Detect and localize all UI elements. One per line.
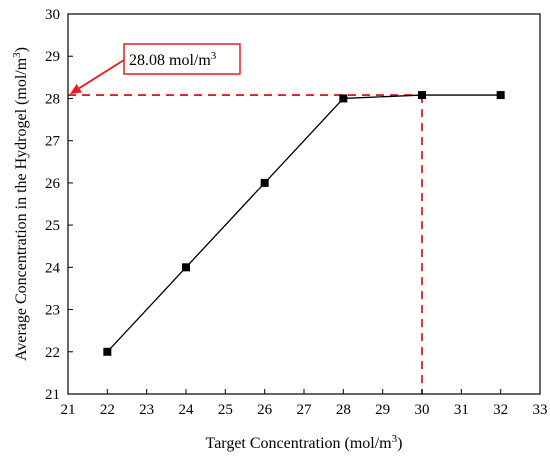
data-point bbox=[339, 94, 348, 103]
y-tick-label: 24 bbox=[45, 260, 61, 276]
x-tick-label: 24 bbox=[179, 402, 195, 418]
y-axis-title: Average Concentration in the Hydrogel (m… bbox=[11, 47, 30, 361]
x-tick-label: 27 bbox=[297, 402, 313, 418]
y-axis: 21 22 23 24 25 26 27 28 29 30 bbox=[45, 7, 73, 403]
x-tick-label: 22 bbox=[100, 402, 115, 418]
data-point bbox=[496, 91, 505, 100]
y-tick-label: 22 bbox=[45, 345, 60, 361]
x-tick-label: 21 bbox=[61, 402, 76, 418]
y-tick-label: 25 bbox=[45, 218, 60, 234]
series-line bbox=[106, 94, 501, 353]
x-tick-label: 31 bbox=[454, 402, 469, 418]
annotation-label: 28.08 mol/m3 bbox=[129, 50, 217, 69]
data-point bbox=[182, 263, 190, 272]
annotation-box bbox=[123, 43, 241, 75]
x-tick-label: 23 bbox=[139, 402, 154, 418]
x-tick-label: 29 bbox=[375, 402, 390, 418]
x-tick-label: 28 bbox=[336, 402, 351, 418]
data-point bbox=[103, 347, 112, 356]
x-tick-label: 25 bbox=[218, 402, 233, 418]
x-tick-label: 26 bbox=[257, 402, 273, 418]
x-axis-title: Target Concentration (mol/m3) bbox=[206, 433, 403, 452]
annotation-arrowhead bbox=[70, 83, 82, 95]
y-tick-label: 27 bbox=[45, 134, 61, 150]
y-tick-label: 26 bbox=[45, 176, 61, 192]
x-axis: 21 22 23 24 25 26 27 28 29 30 31 32 33 bbox=[61, 389, 548, 418]
x-tick-label: 33 bbox=[533, 402, 548, 418]
series-layer bbox=[103, 91, 505, 356]
x-tick-label: 32 bbox=[493, 402, 508, 418]
y-tick-label: 21 bbox=[45, 387, 60, 403]
y-tick-label: 30 bbox=[45, 7, 60, 23]
y-tick-label: 29 bbox=[45, 49, 60, 65]
data-point bbox=[260, 178, 269, 187]
data-point bbox=[418, 91, 426, 100]
y-tick-label: 23 bbox=[45, 303, 60, 319]
annotation: 28.08 mol/m3 bbox=[70, 43, 241, 95]
annotation-arrow bbox=[78, 59, 125, 89]
reference-lines bbox=[68, 94, 423, 394]
x-tick-label: 30 bbox=[415, 402, 430, 418]
y-tick-label: 28 bbox=[45, 91, 60, 107]
